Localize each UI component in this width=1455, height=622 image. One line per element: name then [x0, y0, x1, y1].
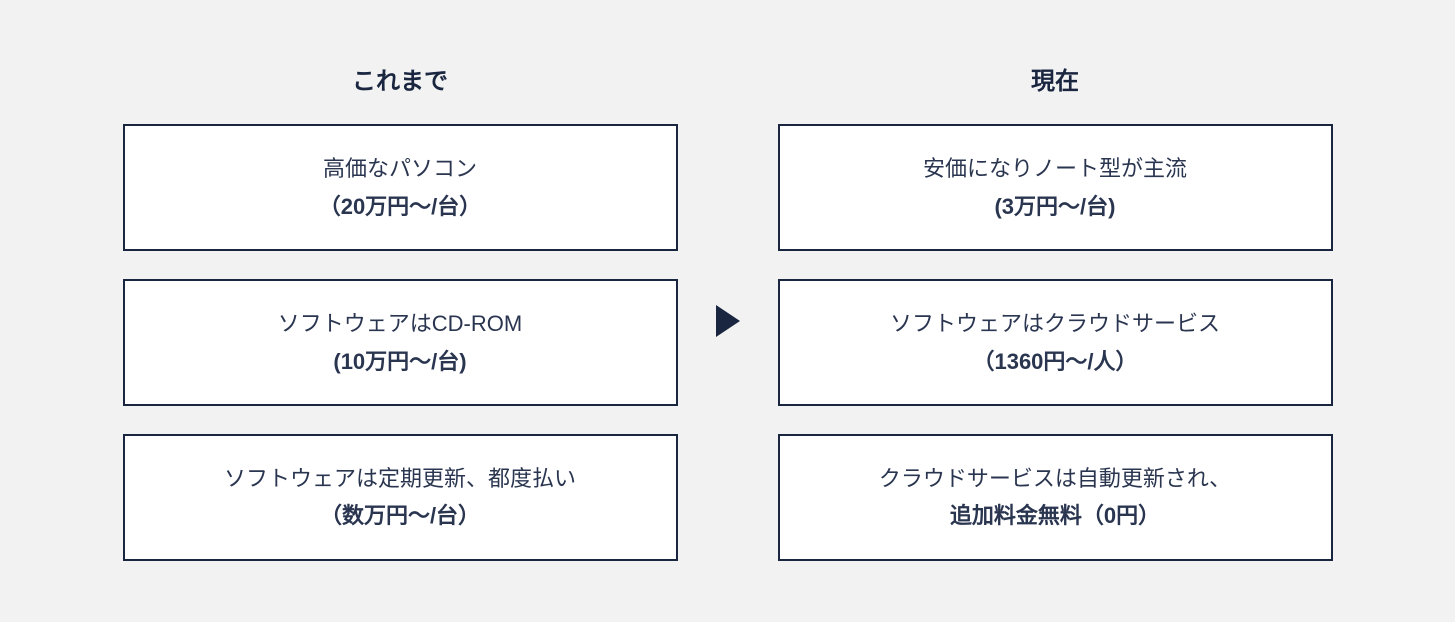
left-box-2-line1: ソフトウェアはCD-ROM [145, 305, 656, 342]
left-column: これまで 高価なパソコン （20万円〜/台） ソフトウェアはCD-ROM (10… [123, 61, 678, 560]
right-box-3-line2: 追加料金無料（0円） [800, 497, 1311, 534]
left-box-1: 高価なパソコン （20万円〜/台） [123, 124, 678, 251]
right-box-2: ソフトウェアはクラウドサービス （1360円〜/人） [778, 279, 1333, 406]
left-header: これまで [352, 61, 448, 96]
right-header: 現在 [1031, 61, 1079, 96]
left-box-1-line1: 高価なパソコン [145, 150, 656, 187]
right-box-1-line2: (3万円〜/台) [800, 188, 1311, 225]
left-box-3-line1: ソフトウェアは定期更新、都度払い [145, 460, 656, 497]
left-box-3-line2: （数万円〜/台） [145, 497, 656, 534]
right-box-1: 安価になりノート型が主流 (3万円〜/台) [778, 124, 1333, 251]
left-box-2-line2: (10万円〜/台) [145, 343, 656, 380]
left-box-1-line2: （20万円〜/台） [145, 188, 656, 225]
right-box-3: クラウドサービスは自動更新され、 追加料金無料（0円） [778, 434, 1333, 561]
right-column: 現在 安価になりノート型が主流 (3万円〜/台) ソフトウェアはクラウドサービス… [778, 61, 1333, 560]
right-box-2-line1: ソフトウェアはクラウドサービス [800, 305, 1311, 342]
comparison-diagram: これまで 高価なパソコン （20万円〜/台） ソフトウェアはCD-ROM (10… [60, 30, 1395, 592]
right-box-3-line1: クラウドサービスは自動更新され、 [800, 460, 1311, 497]
left-box-2: ソフトウェアはCD-ROM (10万円〜/台) [123, 279, 678, 406]
arrow-right-icon [716, 305, 740, 337]
right-box-1-line1: 安価になりノート型が主流 [800, 150, 1311, 187]
right-box-2-line2: （1360円〜/人） [800, 343, 1311, 380]
arrow-container [698, 285, 758, 337]
left-box-3: ソフトウェアは定期更新、都度払い （数万円〜/台） [123, 434, 678, 561]
